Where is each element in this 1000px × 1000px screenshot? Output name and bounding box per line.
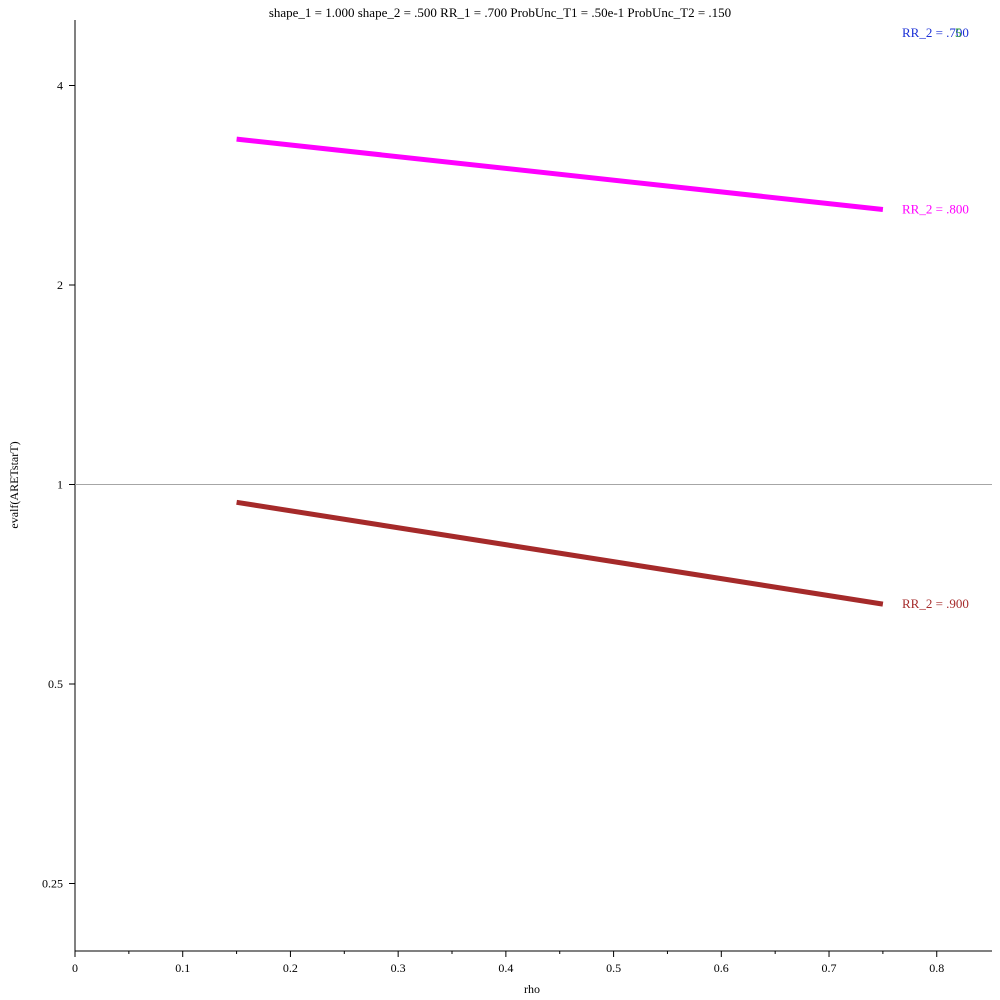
chart-title: shape_1 = 1.000 shape_2 = .500 RR_1 = .7… [269,5,731,20]
x-tick-label: 0.3 [391,961,406,975]
series-label: RR_2 = .900 [902,596,969,611]
x-tick-label: 0.6 [714,961,729,975]
x-tick-label: 0.1 [175,961,190,975]
series-line [236,136,884,212]
series-label: RR_2 = .800 [902,201,969,216]
y-axis-label: evalf(ARETstarT) [7,441,21,528]
y-tick-label: 4 [57,79,63,93]
x-tick-label: 0.4 [498,961,513,975]
y-tick-label: 2 [57,278,63,292]
x-tick-label: 0 [72,961,78,975]
series-label-overlap: 5 [955,25,962,40]
x-tick-label: 0.2 [283,961,298,975]
x-tick-label: 0.5 [606,961,621,975]
y-tick-label: 0.5 [48,677,63,691]
x-tick-label: 0.8 [929,961,944,975]
series-line [236,499,884,607]
y-tick-label: 1 [57,478,63,492]
series-label: RR_2 = .700 [902,25,969,40]
x-axis-label: rho [524,982,540,996]
x-tick-label: 0.7 [822,961,837,975]
y-tick-label: 0.25 [42,877,63,891]
